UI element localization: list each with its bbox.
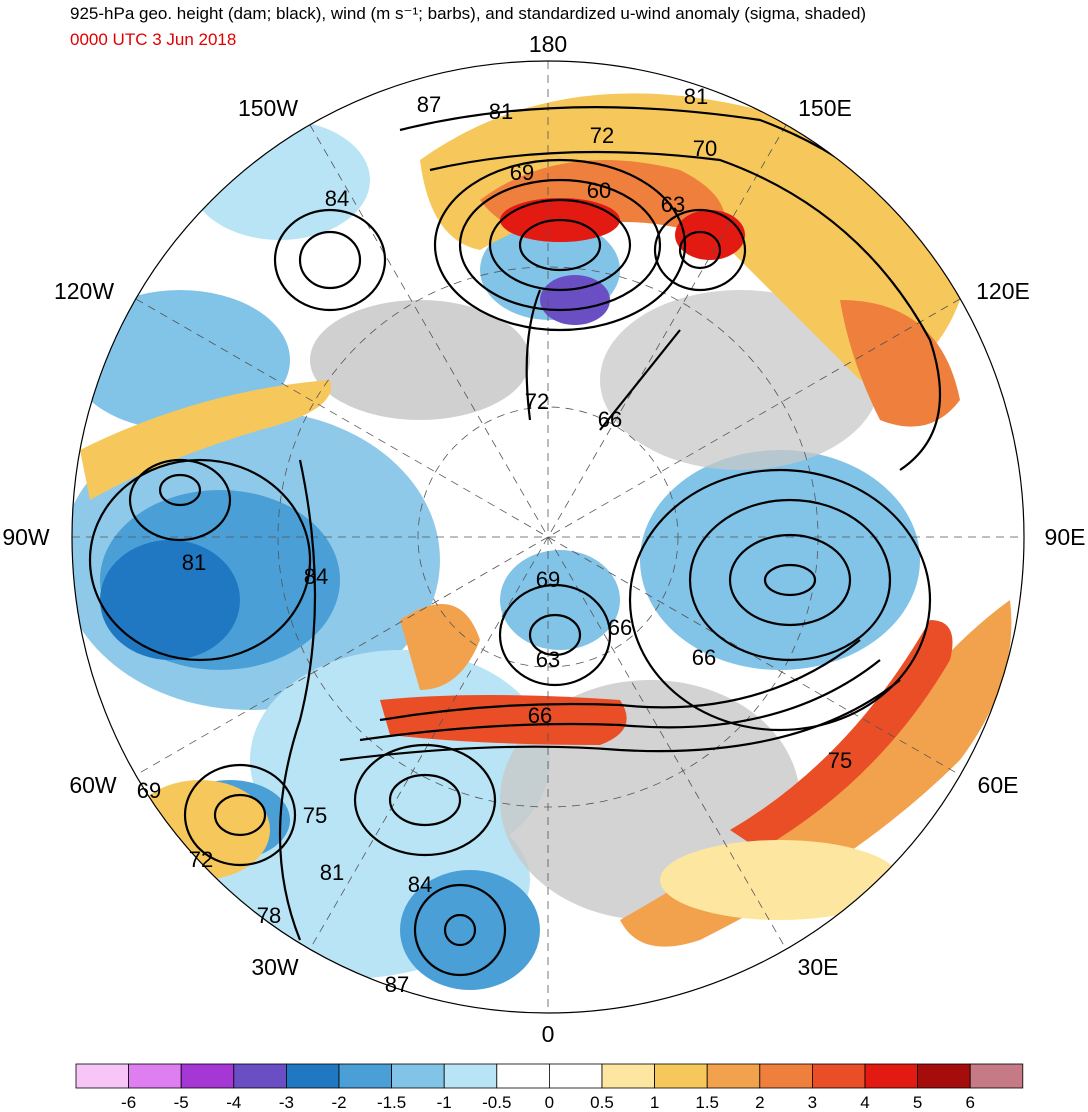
contour-label: 63: [661, 192, 685, 217]
contour-labels: 87 81 81 72 70 69 60 63 84 72 66 81 84 6…: [137, 84, 852, 997]
contour-label: 72: [590, 123, 614, 148]
colorbar-tick-label: -4: [226, 1093, 241, 1112]
colorbar-tick-label: -6: [121, 1093, 136, 1112]
colorbar-swatch: [338, 1063, 392, 1089]
colorbar-swatch: [654, 1063, 708, 1089]
contour-label: 69: [137, 778, 161, 803]
lon-label-120e: 120E: [976, 278, 1030, 304]
colorbar: -6 -5 -4 -3 -2 -1.5 -1 -0.5 0 0.5 1 1.5 2 3 4 5 6: [75, 1063, 1024, 1112]
contour-label: 70: [693, 136, 717, 161]
colorbar-swatch: [812, 1063, 866, 1089]
colorbar-tick-label: 5: [913, 1093, 922, 1112]
lon-label-150w: 150W: [238, 95, 298, 121]
contour-label: 78: [257, 903, 281, 928]
colorbar-tick-label: -2: [331, 1093, 346, 1112]
colorbar-tick-label: 6: [965, 1093, 974, 1112]
contour-label: 72: [525, 389, 549, 414]
colorbar-swatch: [75, 1063, 129, 1089]
colorbar-swatch: [706, 1063, 761, 1089]
lon-label-60e: 60E: [978, 772, 1019, 798]
colorbar-swatch: [601, 1063, 655, 1089]
colorbar-swatch: [969, 1063, 1024, 1089]
height-contours: [88, 106, 982, 977]
colorbar-tick-label: -5: [174, 1093, 189, 1112]
contour-label: 84: [325, 186, 349, 211]
colorbar-tick-label: 4: [860, 1093, 869, 1112]
lon-label-30e: 30E: [798, 954, 839, 980]
lon-label-30w: 30W: [251, 954, 299, 980]
lon-label-60w: 60W: [69, 772, 117, 798]
colorbar-swatch: [759, 1063, 813, 1089]
colorbar-tick-label: -1.5: [377, 1093, 406, 1112]
contour-label: 72: [189, 847, 213, 872]
colorbar-swatch: [496, 1063, 550, 1089]
graticule: [72, 61, 1024, 1013]
contour-label: 81: [489, 99, 513, 124]
contour-label: 69: [510, 160, 534, 185]
colorbar-swatch: [233, 1063, 287, 1089]
colorbar-tick-label: -1: [437, 1093, 452, 1112]
lon-label-150e: 150E: [798, 95, 852, 121]
colorbar-tick-label: -3: [279, 1093, 294, 1112]
map-title: 925-hPa geo. height (dam; black), wind (…: [70, 4, 867, 23]
contour-label: 69: [536, 567, 560, 592]
colorbar-tick-label: 3: [808, 1093, 817, 1112]
contour-label: 81: [320, 860, 344, 885]
contour-label: 75: [828, 748, 852, 773]
lon-label-0: 0: [542, 1021, 555, 1047]
contour-label: 84: [304, 564, 328, 589]
contour-label: 84: [408, 872, 432, 897]
colorbar-tick-label: 1.5: [695, 1093, 719, 1112]
colorbar-swatch: [864, 1063, 918, 1089]
contour-label: 87: [417, 92, 441, 117]
contour-label: 81: [684, 84, 708, 109]
lon-label-90e: 90E: [1045, 524, 1086, 550]
colorbar-tick-label: 2: [755, 1093, 764, 1112]
contour-label: 66: [692, 645, 716, 670]
contour-label: 66: [528, 703, 552, 728]
contour-label: 87: [385, 972, 409, 997]
colorbar-swatch: [443, 1063, 498, 1089]
colorbar-swatch: [391, 1063, 445, 1089]
colorbar-tick-label: 0.5: [590, 1093, 614, 1112]
colorbar-swatch: [917, 1063, 971, 1089]
colorbar-swatch: [180, 1063, 235, 1089]
contour-label: 75: [303, 803, 327, 828]
contour-label: 63: [536, 647, 560, 672]
lon-label-180: 180: [529, 31, 567, 57]
colorbar-tick-label: 1: [650, 1093, 659, 1112]
colorbar-tick-label: -0.5: [482, 1093, 511, 1112]
colorbar-tick-label: 0: [545, 1093, 554, 1112]
valid-time: 0000 UTC 3 Jun 2018: [70, 30, 237, 49]
colorbar-swatch: [549, 1063, 603, 1089]
lon-label-90w: 90W: [2, 524, 50, 550]
map-boundary: [71, 60, 1025, 1014]
contour-label: 81: [182, 550, 206, 575]
contour-label: 66: [598, 407, 622, 432]
colorbar-swatch: [128, 1063, 182, 1089]
contour-label: 60: [587, 178, 611, 203]
lon-label-120w: 120W: [54, 278, 114, 304]
colorbar-swatch: [285, 1063, 340, 1089]
contour-label: 66: [608, 615, 632, 640]
longitude-labels: 180 150E 120E 90E 60E 30E 0 30W 60W 90W …: [2, 31, 1085, 1047]
